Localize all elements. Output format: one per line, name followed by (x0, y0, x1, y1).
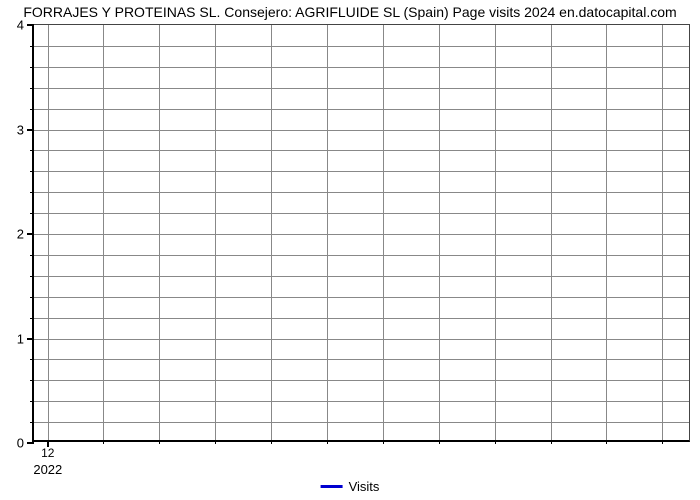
y-minor-tick (30, 359, 34, 360)
y-minor-tick (30, 67, 34, 68)
y-minor-tick (30, 380, 34, 381)
gridline-horizontal-minor (34, 46, 689, 47)
y-major-tick (27, 129, 34, 131)
y-minor-tick (30, 255, 34, 256)
x-minor-tick (551, 440, 552, 444)
y-minor-tick (30, 192, 34, 193)
gridline-horizontal-minor (34, 171, 689, 172)
x-axis-minor-label: 12 (41, 446, 54, 460)
gridline-horizontal-minor (34, 88, 689, 89)
y-minor-tick (30, 297, 34, 298)
gridline-vertical (383, 25, 384, 440)
y-minor-tick (30, 171, 34, 172)
gridline-vertical (271, 25, 272, 440)
y-minor-tick (30, 401, 34, 402)
gridline-vertical (103, 25, 104, 440)
x-axis-major-label: 2022 (33, 462, 62, 477)
y-major-tick (27, 233, 34, 235)
chart-title: FORRAJES Y PROTEINAS SL. Consejero: AGRI… (0, 4, 700, 20)
gridline-vertical (439, 25, 440, 440)
y-minor-tick (30, 88, 34, 89)
legend-swatch (321, 485, 343, 488)
gridline-horizontal-minor (34, 380, 689, 381)
y-axis-label: 1 (17, 331, 24, 346)
y-minor-tick (30, 46, 34, 47)
gridline-vertical (159, 25, 160, 440)
gridline-vertical (48, 25, 49, 440)
y-major-tick (27, 24, 34, 26)
gridline-horizontal-minor (34, 109, 689, 110)
y-axis-label: 0 (17, 436, 24, 451)
gridline-horizontal-minor (34, 401, 689, 402)
x-major-tick (47, 440, 49, 447)
gridline-vertical (662, 25, 663, 440)
x-minor-tick (103, 440, 104, 444)
gridline-horizontal-minor (34, 276, 689, 277)
y-axis-label: 4 (17, 18, 24, 33)
gridline-vertical (551, 25, 552, 440)
x-minor-tick (383, 440, 384, 444)
gridline-horizontal-minor (34, 67, 689, 68)
gridline-vertical (215, 25, 216, 440)
y-minor-tick (30, 318, 34, 319)
x-minor-tick (606, 440, 607, 444)
y-minor-tick (30, 213, 34, 214)
gridline-vertical (327, 25, 328, 440)
y-axis-label: 3 (17, 122, 24, 137)
x-minor-tick (662, 440, 663, 444)
gridline-vertical (495, 25, 496, 440)
gridline-horizontal-minor (34, 422, 689, 423)
y-minor-tick (30, 150, 34, 151)
gridline-horizontal-minor (34, 213, 689, 214)
x-minor-tick (439, 440, 440, 444)
y-major-tick (27, 442, 34, 444)
gridline-horizontal-minor (34, 318, 689, 319)
x-minor-tick (271, 440, 272, 444)
legend: Visits (321, 479, 380, 494)
gridline-horizontal-minor (34, 150, 689, 151)
y-minor-tick (30, 422, 34, 423)
x-minor-tick (327, 440, 328, 444)
chart-container: FORRAJES Y PROTEINAS SL. Consejero: AGRI… (0, 0, 700, 500)
y-major-tick (27, 338, 34, 340)
gridline-horizontal (34, 339, 689, 340)
x-minor-tick (159, 440, 160, 444)
x-minor-tick (215, 440, 216, 444)
y-minor-tick (30, 276, 34, 277)
gridline-horizontal-minor (34, 255, 689, 256)
y-axis-label: 2 (17, 227, 24, 242)
gridline-horizontal (34, 130, 689, 131)
gridline-horizontal-minor (34, 192, 689, 193)
plot-area: 01234122022 (32, 24, 690, 442)
gridline-vertical (606, 25, 607, 440)
y-minor-tick (30, 109, 34, 110)
legend-label: Visits (349, 479, 380, 494)
gridline-horizontal-minor (34, 359, 689, 360)
gridline-horizontal (34, 234, 689, 235)
x-minor-tick (495, 440, 496, 444)
gridline-horizontal-minor (34, 297, 689, 298)
